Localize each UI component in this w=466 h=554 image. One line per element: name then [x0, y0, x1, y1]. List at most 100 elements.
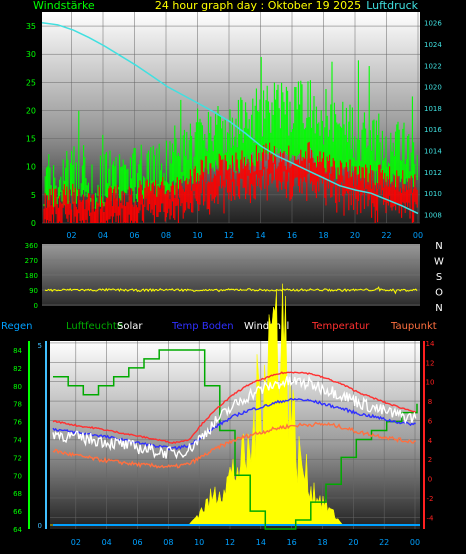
temperature-y-tick: -4: [427, 514, 435, 522]
temperature-y-tick: 14: [426, 340, 435, 348]
direction-series: [44, 286, 418, 295]
pressure-y-axis: 1008 1010 1012 1014 1016 1018 1020 1022 1024 1026: [424, 20, 442, 220]
solar-series: [50, 283, 420, 526]
pressure-y-tick: 1024: [424, 41, 442, 49]
temperature-x-tick: 22: [379, 538, 389, 547]
humidity-y-tick: 72: [13, 454, 22, 462]
pressure-y-tick: 1010: [424, 190, 442, 198]
temperature-x-tick: 14: [256, 538, 266, 547]
wind-speed-title: Windstärke: [33, 0, 95, 12]
wind-y-tick: 20: [26, 106, 36, 115]
temperature-x-tick: 20: [348, 538, 358, 547]
wind-y-tick: 10: [26, 163, 36, 172]
humidity-y-tick: 78: [13, 401, 22, 409]
humidity-y-tick: 64: [13, 526, 22, 534]
compass-label: N: [435, 303, 442, 314]
wind-x-tick: 04: [98, 231, 108, 240]
temperature-x-tick: 18: [317, 538, 327, 547]
legend-item: Luftfeuchte: [66, 321, 123, 332]
humidity-y-tick: 74: [13, 436, 22, 444]
temperature-y-tick: 10: [426, 379, 435, 387]
pressure-line: [41, 21, 419, 215]
pressure-y-tick: 1016: [424, 126, 442, 134]
direction-y-tick: 360: [25, 242, 38, 250]
humidity-y-tick: 82: [13, 365, 22, 373]
direction-y-tick: 0: [34, 302, 38, 310]
compass-label: N: [435, 241, 442, 252]
wind-x-tick: 10: [192, 231, 202, 240]
temperature-line: [52, 371, 416, 445]
legend-item: Temp Boden: [171, 321, 234, 332]
humidity-y-tick: 68: [13, 490, 22, 498]
direction-y-tick: 90: [29, 287, 38, 295]
humidity-y-tick: 80: [13, 383, 22, 391]
temperature-x-tick: 02: [71, 538, 81, 547]
temperature-y-tick: 12: [426, 359, 435, 367]
wind-y-tick: 5: [31, 191, 36, 200]
rain-y-tick: 0: [38, 522, 42, 530]
temperature-x-tick: 04: [102, 538, 112, 547]
wind-x-tick: 02: [66, 231, 76, 240]
wind-y-tick: 25: [26, 78, 36, 87]
pressure-y-tick: 1008: [424, 211, 442, 219]
temperature-x-axis: 02 04 06 08 10 12 14 16 18 20 22 00: [71, 538, 420, 547]
direction-y-tick: 180: [25, 272, 38, 280]
compass-label: S: [436, 272, 442, 283]
pressure-y-tick: 1018: [424, 105, 442, 113]
temperature-x-tick: 10: [194, 538, 204, 547]
humidity-line: [53, 349, 418, 530]
humidity-y-tick: 70: [13, 472, 22, 480]
wind-x-tick: 20: [350, 231, 360, 240]
compass-label: O: [435, 288, 443, 299]
wind-y-tick: 0: [31, 219, 36, 228]
wind-x-axis: 02 04 06 08 10 12 14 16 18 20 22 00: [66, 231, 423, 240]
wind-x-tick: 18: [318, 231, 328, 240]
direction-y-tick: 270: [25, 257, 38, 265]
temperature-x-tick: 06: [132, 538, 142, 547]
wind-y-tick: 30: [26, 50, 36, 59]
rain-y-axis: 05: [38, 341, 47, 530]
pressure-y-tick: 1014: [424, 148, 442, 156]
temperature-y-tick: -2: [427, 495, 434, 503]
humidity-y-axis: 64 66 68 70 72 74 76 78 80 82 84: [13, 341, 30, 534]
temperature-x-tick: 16: [287, 538, 297, 547]
pressure-series: [41, 21, 419, 215]
humidity-y-tick: 66: [13, 508, 22, 516]
humidity-y-tick: 76: [13, 419, 22, 427]
legend-item: Regen: [1, 321, 33, 332]
wind-x-tick: 16: [287, 231, 297, 240]
pressure-y-tick: 1012: [424, 169, 442, 177]
pressure-y-tick: 1020: [424, 84, 442, 92]
wind-average-series: [43, 141, 418, 223]
wind-y-tick: 15: [26, 135, 36, 144]
temperature-y-tick: 4: [428, 437, 433, 445]
pressure-title: Luftdruck: [366, 0, 418, 12]
pressure-y-tick: 1022: [424, 62, 442, 70]
chart-title: 24 hour graph day : Oktober 19 2025: [155, 0, 361, 12]
compass-label: W: [434, 257, 444, 268]
humidity-y-tick: 84: [13, 347, 22, 355]
temperature-series-group: [52, 349, 418, 530]
temperature-x-tick: 08: [163, 538, 173, 547]
legend-item: Taupunkt: [390, 321, 437, 332]
temperature-x-tick: 00: [410, 538, 420, 547]
legend-item: Temperatur: [311, 321, 370, 332]
temperature-y-axis: -4 -2 0 2 4 6 8 10 12 14: [423, 340, 435, 529]
dewpoint-line: [52, 421, 416, 469]
ground-temperature-line: [52, 397, 416, 451]
temperature-y-tick: 6: [428, 417, 433, 425]
wind-x-tick: 14: [255, 231, 265, 240]
temperature-y-tick: 2: [428, 456, 432, 464]
wind-x-tick: 06: [129, 231, 139, 240]
temperature-y-tick: 0: [428, 476, 432, 484]
legend-item: Solar: [117, 321, 143, 332]
direction-y-axis: 0 90 180 270 360: [25, 242, 38, 310]
temperature-x-tick: 12: [225, 538, 235, 547]
pressure-y-tick: 1026: [424, 20, 442, 28]
wind-x-tick: 08: [161, 231, 171, 240]
